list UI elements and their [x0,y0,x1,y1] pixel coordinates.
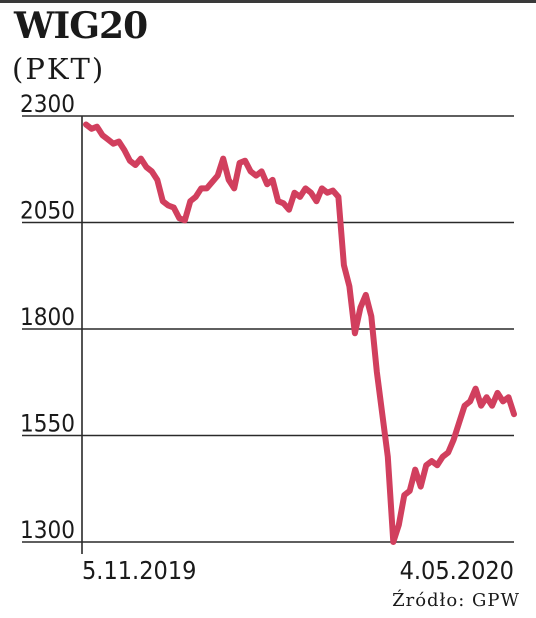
y-tick-label: 2050 [20,197,75,225]
grid [22,115,514,554]
y-tick-label: 1800 [20,303,75,331]
series-line-wig20 [83,121,517,545]
source-note: Źródło: GPW [392,590,520,611]
x-tick-labels: 5.11.2019 4.05.2020 [82,556,514,585]
y-tick-label: 1550 [20,410,75,438]
chart-title: WIG20 [14,5,148,47]
series [83,121,517,545]
x-tick-label-start: 5.11.2019 [82,556,196,585]
y-tick-labels: 2300 2050 1800 1550 1300 [20,90,75,544]
top-rule [0,0,536,3]
x-tick-label-end: 4.05.2020 [400,556,514,585]
y-tick-label: 1300 [20,516,75,544]
unit-label: (PKT) [12,52,106,86]
y-tick-label: 2300 [20,90,75,118]
